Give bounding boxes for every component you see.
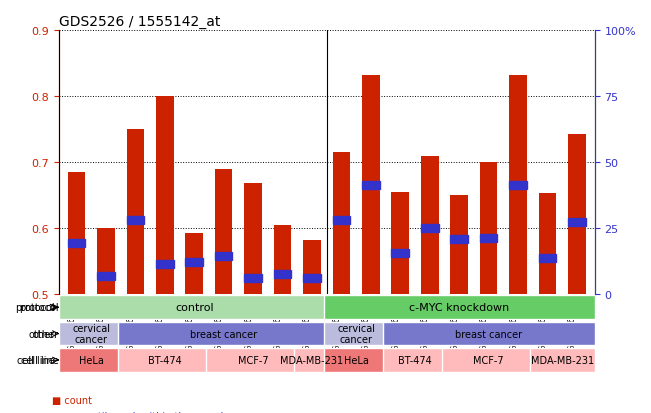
Bar [391, 249, 409, 258]
FancyBboxPatch shape [59, 296, 329, 319]
Text: cell line: cell line [21, 355, 59, 365]
Bar [273, 271, 292, 279]
Bar [333, 153, 350, 294]
Text: GDS2526 / 1555142_at: GDS2526 / 1555142_at [59, 15, 220, 29]
Bar [97, 229, 115, 294]
FancyBboxPatch shape [59, 348, 124, 372]
Bar [273, 225, 292, 294]
FancyBboxPatch shape [324, 296, 594, 319]
Bar [68, 239, 85, 247]
Text: cell line: cell line [17, 355, 55, 365]
Text: MCF-7: MCF-7 [238, 355, 268, 365]
Bar [97, 273, 115, 280]
Text: HeLa: HeLa [344, 355, 368, 365]
FancyBboxPatch shape [383, 348, 447, 372]
Bar [450, 196, 468, 294]
Bar [68, 173, 85, 294]
FancyBboxPatch shape [324, 348, 389, 372]
Bar [480, 163, 497, 294]
Bar [539, 194, 557, 294]
Text: control: control [175, 302, 214, 313]
Bar [126, 217, 144, 225]
FancyBboxPatch shape [118, 348, 212, 372]
Bar [156, 97, 174, 294]
Bar [509, 182, 527, 190]
Text: other: other [33, 329, 59, 339]
Text: MDA-MB-231: MDA-MB-231 [281, 355, 344, 365]
Bar [568, 135, 586, 294]
FancyBboxPatch shape [294, 348, 329, 372]
Bar [186, 259, 203, 267]
FancyBboxPatch shape [530, 348, 594, 372]
Text: other: other [29, 329, 55, 339]
Bar [244, 184, 262, 294]
Text: ■ percentile rank within the sample: ■ percentile rank within the sample [52, 411, 229, 413]
Bar [303, 240, 321, 294]
Bar [421, 156, 439, 294]
Text: HeLa: HeLa [79, 355, 104, 365]
Text: breast cancer: breast cancer [190, 329, 257, 339]
Bar [215, 169, 232, 294]
Bar [568, 218, 586, 226]
Text: c-MYC knockdown: c-MYC knockdown [409, 302, 509, 313]
Bar [480, 235, 497, 242]
Bar [450, 235, 468, 243]
FancyBboxPatch shape [383, 322, 594, 346]
Text: protocol: protocol [19, 302, 59, 313]
Bar [186, 234, 203, 294]
Bar [362, 76, 380, 294]
Bar [303, 274, 321, 282]
Text: MDA-MB-231: MDA-MB-231 [531, 355, 594, 365]
Text: breast cancer: breast cancer [455, 329, 522, 339]
Text: BT-474: BT-474 [148, 355, 182, 365]
Bar [509, 76, 527, 294]
Bar [156, 261, 174, 269]
Bar [391, 192, 409, 294]
Bar [333, 217, 350, 225]
FancyBboxPatch shape [59, 322, 124, 346]
Text: cervical
cancer: cervical cancer [337, 323, 375, 344]
Bar [421, 225, 439, 233]
Bar [539, 254, 557, 262]
Text: BT-474: BT-474 [398, 355, 432, 365]
Bar [215, 252, 232, 260]
FancyBboxPatch shape [441, 348, 536, 372]
Text: ■ count: ■ count [52, 395, 92, 405]
Text: protocol: protocol [15, 302, 55, 313]
Bar [126, 130, 144, 294]
FancyBboxPatch shape [118, 322, 329, 346]
FancyBboxPatch shape [206, 348, 300, 372]
Bar [244, 274, 262, 282]
Text: cervical
cancer: cervical cancer [72, 323, 110, 344]
Text: MCF-7: MCF-7 [473, 355, 504, 365]
FancyBboxPatch shape [324, 322, 389, 346]
Bar [362, 182, 380, 190]
